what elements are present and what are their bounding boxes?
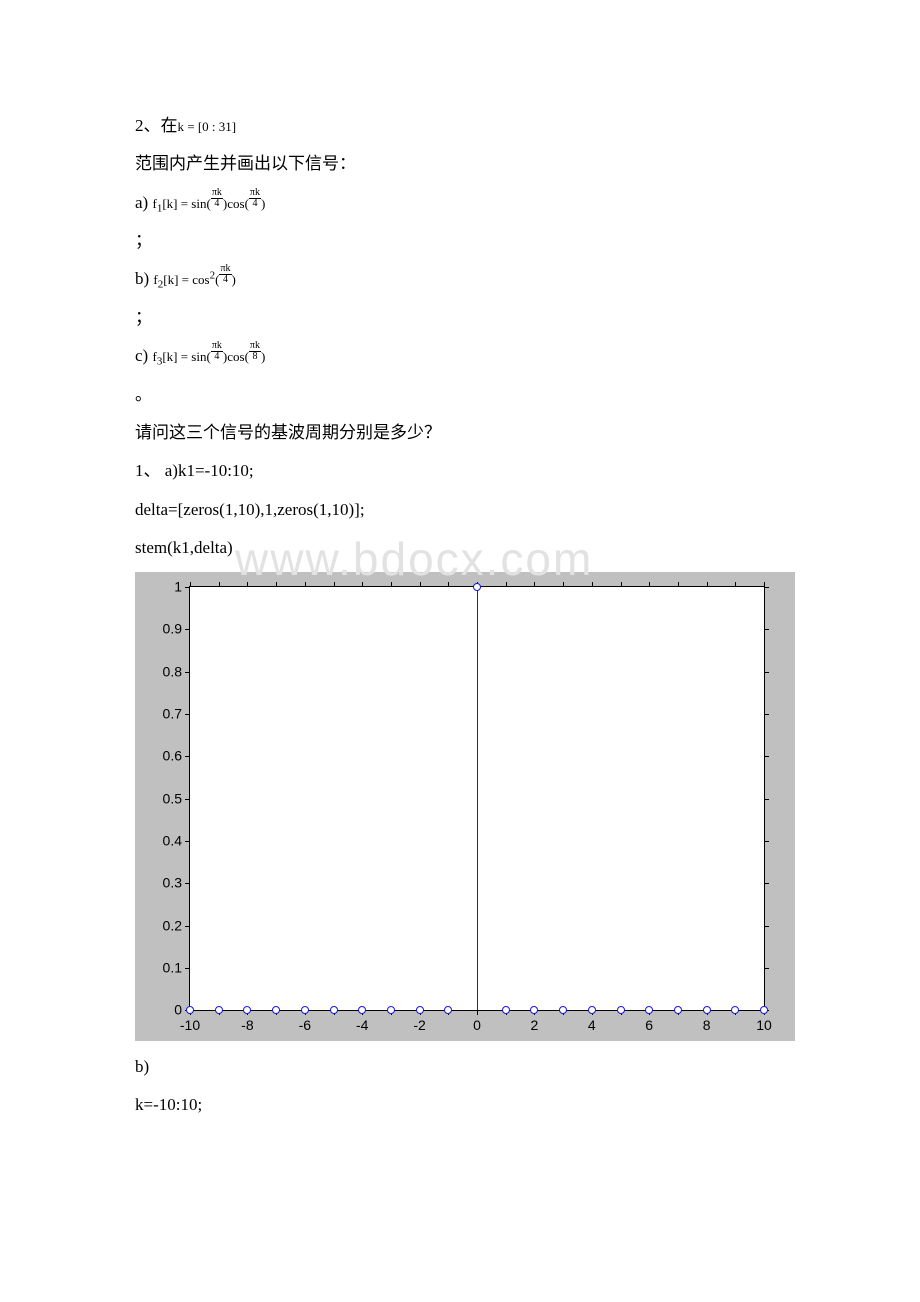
stem-marker	[674, 1006, 682, 1014]
stem-marker	[703, 1006, 711, 1014]
stem-line	[477, 587, 478, 1010]
body: [k] = sin	[162, 196, 206, 211]
mid: cos	[227, 349, 244, 364]
x-tick-label: 4	[588, 1010, 596, 1039]
after-k: k=-10:10;	[135, 1089, 810, 1121]
range: k = [0 : 31]	[178, 119, 237, 134]
item-b: b) f2[k] = cos2(πk4)	[135, 263, 810, 295]
frac-icon: πk4	[211, 188, 223, 209]
x-tick-label: 2	[530, 1010, 538, 1039]
body: [k] = sin	[162, 349, 206, 364]
sup: 2	[210, 270, 216, 282]
prefix: a)	[135, 193, 148, 212]
stem-marker	[645, 1006, 653, 1014]
x-tick-label: 6	[645, 1010, 653, 1039]
prefix: b)	[135, 269, 149, 288]
frac-icon: πk4	[211, 341, 223, 362]
stem-marker	[502, 1006, 510, 1014]
y-tick-label: 0.1	[163, 955, 190, 982]
prefix: c)	[135, 346, 148, 365]
stem-marker	[243, 1006, 251, 1014]
stem-marker	[416, 1006, 424, 1014]
y-tick-label: 0.5	[163, 785, 190, 812]
y-tick-label: 0.2	[163, 912, 190, 939]
problem2-intro-post: 范围内产生并画出以下信号：	[135, 148, 810, 180]
x-tick-label: -4	[356, 1010, 368, 1039]
stem-marker	[330, 1006, 338, 1014]
stem-marker	[301, 1006, 309, 1014]
y-tick-label: 0.9	[163, 616, 190, 643]
frac-icon: πk4	[219, 264, 231, 285]
stem-marker	[559, 1006, 567, 1014]
stem-marker	[444, 1006, 452, 1014]
solution-heading: 1、 a)k1=-10:10;	[135, 455, 810, 487]
period: 。	[135, 379, 810, 411]
after-b: b)	[135, 1051, 810, 1083]
x-tick-label: -2	[413, 1010, 425, 1039]
y-tick-label: 0.8	[163, 658, 190, 685]
stem-marker	[588, 1006, 596, 1014]
stem-marker	[387, 1006, 395, 1014]
x-tick-label: 10	[756, 1010, 772, 1039]
code-line-watermark: www.bdocx.com stem(k1,delta)	[135, 532, 810, 564]
stem-marker	[215, 1006, 223, 1014]
x-tick-label: 0	[473, 1010, 481, 1039]
code-line: delta=[zeros(1,10),1,zeros(1,10)];	[135, 494, 810, 526]
frac-icon: πk4	[249, 188, 261, 209]
chart-axes: 00.10.20.30.40.50.60.70.80.91-10-8-6-4-2…	[189, 586, 765, 1011]
stem-marker	[272, 1006, 280, 1014]
semicolon: ；	[135, 225, 810, 257]
y-tick-label: 0.4	[163, 828, 190, 855]
y-tick-label: 1	[174, 574, 190, 601]
stem-marker	[473, 583, 481, 591]
y-tick-label: 0.3	[163, 870, 190, 897]
question: 请问这三个信号的基波周期分别是多少？	[135, 417, 810, 449]
x-tick-label: -8	[241, 1010, 253, 1039]
stem-marker	[358, 1006, 366, 1014]
y-tick-label: 0.7	[163, 701, 190, 728]
y-tick-label: 0.6	[163, 743, 190, 770]
problem2-intro: 2、在k = [0 : 31]	[135, 110, 810, 142]
stem-marker	[731, 1006, 739, 1014]
stem-chart: 0 0.1 0.2 0.3 0.4 0.5 0.6 0.7 0.8 0.9 1 -10 -8 -6 -4 -2…	[135, 572, 795, 1041]
body: [k] = cos	[163, 272, 209, 287]
code: stem(k1,delta)	[135, 538, 233, 557]
item-a: a) f1[k] = sin(πk4)cos(πk4)	[135, 187, 810, 219]
stem-marker	[617, 1006, 625, 1014]
x-tick-label: -10	[180, 1010, 200, 1039]
stem-marker	[186, 1006, 194, 1014]
text: 2、在	[135, 116, 178, 135]
frac-icon: πk8	[249, 341, 261, 362]
stem-marker	[530, 1006, 538, 1014]
mid: cos	[227, 196, 244, 211]
stem-marker	[760, 1006, 768, 1014]
item-c: c) f3[k] = sin(πk4)cos(πk8)	[135, 340, 810, 372]
x-tick-label: -6	[299, 1010, 311, 1039]
x-tick-label: 8	[703, 1010, 711, 1039]
semicolon: ；	[135, 302, 810, 334]
